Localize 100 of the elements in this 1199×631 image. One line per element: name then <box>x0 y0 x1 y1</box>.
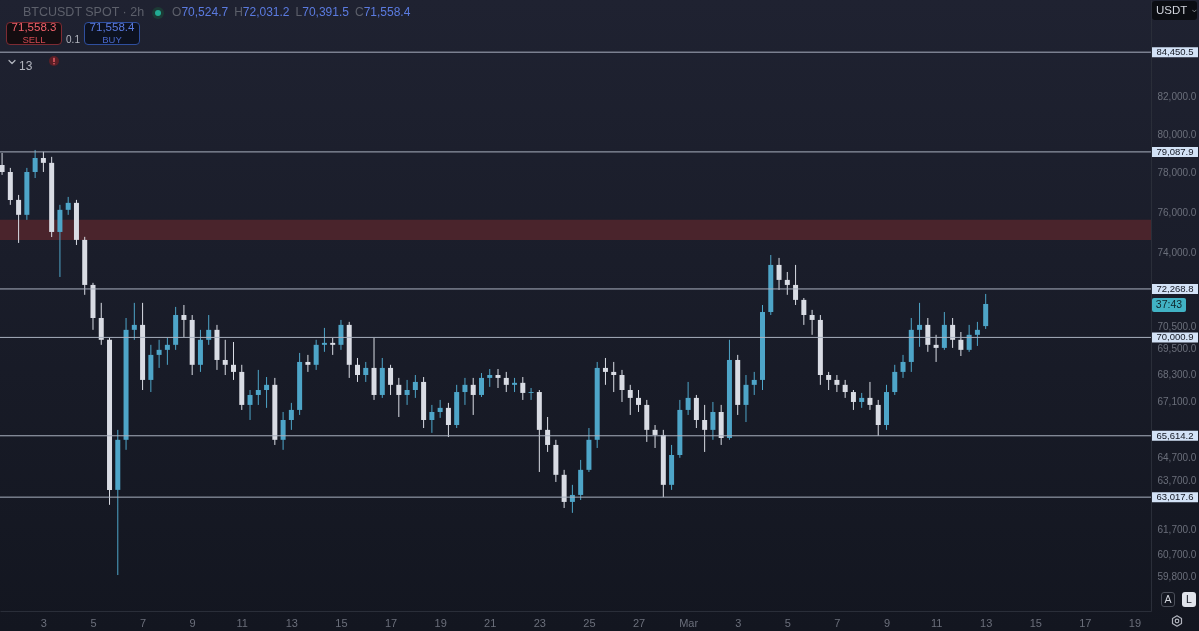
candlestick <box>503 371 509 393</box>
ref-line-label: 84,450.5 <box>1156 46 1194 58</box>
candlestick <box>958 331 964 357</box>
x-tick-label: 25 <box>583 616 596 629</box>
countdown-tag: 37:43 <box>1152 298 1186 312</box>
x-tick-label: 17 <box>1079 616 1092 629</box>
candlestick <box>966 324 972 353</box>
annotation: 71,558.3 <box>11 21 57 35</box>
candlestick <box>826 371 832 391</box>
x-tick-label: 19 <box>434 616 447 629</box>
candlestick <box>264 376 270 409</box>
candlestick <box>784 271 790 296</box>
candlestick <box>867 381 873 411</box>
toggle-button: L <box>1182 592 1196 607</box>
x-tick-label: 19 <box>1128 616 1142 629</box>
x-tick-label: 13 <box>980 616 993 629</box>
x-tick-label: 15 <box>335 616 348 629</box>
candlestick <box>751 371 757 396</box>
candlestick <box>941 311 947 351</box>
candlestick <box>412 374 418 399</box>
candlestick <box>313 339 319 371</box>
candlestick <box>338 319 344 351</box>
candlestick <box>850 389 856 411</box>
candlestick <box>445 402 451 438</box>
x-tick-label: 9 <box>189 616 196 629</box>
candlestick <box>983 293 989 330</box>
candlestick <box>743 374 749 423</box>
candlestick <box>636 389 642 413</box>
candlestick <box>917 302 923 348</box>
y-tick-label: 80,000.0 <box>1157 128 1197 140</box>
x-tick-label: 21 <box>484 616 497 629</box>
candlestick <box>231 341 237 381</box>
candlestick <box>404 379 410 406</box>
candlestick <box>363 361 369 383</box>
candlestick <box>16 194 22 244</box>
candlestick <box>627 384 633 416</box>
x-tick-label: 7 <box>140 616 147 629</box>
candlestick <box>875 399 881 437</box>
annotation: 71,558.4 <box>89 21 135 35</box>
candlestick <box>0 152 5 176</box>
x-tick-label: 23 <box>533 616 546 629</box>
candlestick <box>280 411 286 451</box>
candlestick <box>388 364 394 396</box>
candlestick <box>470 377 476 416</box>
candlestick <box>925 317 931 353</box>
ref-line-label: 79,087.9 <box>1156 145 1194 157</box>
candlestick <box>685 381 691 416</box>
candlestick <box>429 404 435 434</box>
x-tick-label: 13 <box>285 616 298 629</box>
toggle-button: A <box>1161 592 1175 607</box>
y-tick-label: 59,800.0 <box>1157 571 1197 583</box>
candlestick <box>776 257 782 291</box>
annotation: 0.1 <box>66 34 80 45</box>
candlestick <box>900 354 906 379</box>
candlestick <box>32 149 38 179</box>
buy-button: 71,558.4 BUY <box>84 22 140 45</box>
candlestick <box>462 377 468 406</box>
candlestick <box>181 304 187 338</box>
x-tick-label: 17 <box>384 616 398 629</box>
candlestick <box>495 368 501 389</box>
candlestick <box>288 402 294 431</box>
y-tick-label: 60,700.0 <box>1157 548 1197 560</box>
candlestick <box>710 401 716 441</box>
candlestick <box>247 389 253 421</box>
ref-line-label: 72,268.8 <box>1156 282 1194 294</box>
ref-line-label: 70,000.9 <box>1156 331 1194 343</box>
annotation: 13 <box>19 59 33 73</box>
x-tick-label: 5 <box>90 616 97 629</box>
chart-title: BTCUSDT SPOT · 2h <box>23 5 145 20</box>
y-tick-label: 63,700.0 <box>1157 475 1197 487</box>
x-tick-label: 9 <box>883 616 891 629</box>
candlestick <box>478 372 484 398</box>
x-tick-label: 7 <box>834 616 841 629</box>
x-tick-label: 27 <box>632 616 646 629</box>
candlestick <box>611 361 617 393</box>
candlestick <box>693 394 699 429</box>
candlestick <box>156 339 162 369</box>
candlestick <box>619 369 625 403</box>
candlestick <box>40 151 46 173</box>
y-tick-label: 64,700.0 <box>1157 451 1197 463</box>
annotation: BUY <box>102 34 122 46</box>
candlestick <box>354 357 360 383</box>
x-tick-label: 3 <box>735 616 742 629</box>
candlestick <box>396 377 402 418</box>
y-tick-label: 68,300.0 <box>1157 369 1197 381</box>
candlestick <box>801 297 807 326</box>
candlestick <box>131 302 137 341</box>
candlestick <box>602 357 608 386</box>
x-tick-label: Mar <box>679 616 699 629</box>
y-tick-label: 67,100.0 <box>1157 396 1197 408</box>
y-tick-label: 78,000.0 <box>1157 167 1197 179</box>
candlestick <box>892 364 898 396</box>
candlestick <box>520 376 526 401</box>
candlestick <box>305 354 311 373</box>
candlestick <box>950 317 956 349</box>
candlestick <box>702 404 708 453</box>
x-tick-label: 5 <box>784 616 791 629</box>
y-tick-label: 76,000.0 <box>1157 206 1197 218</box>
candlestick <box>57 204 63 278</box>
y-tick-label: 70,500.0 <box>1157 321 1197 333</box>
